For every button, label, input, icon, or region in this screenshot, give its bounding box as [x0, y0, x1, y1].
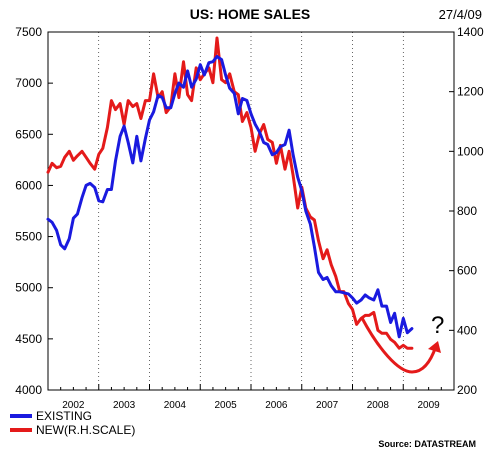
right-tick-label: 400: [457, 323, 477, 337]
x-tick-label: 2003: [113, 400, 136, 411]
right-tick-label: 200: [457, 383, 477, 397]
x-tick-label: 2004: [164, 400, 187, 411]
left-tick-label: 4500: [15, 332, 42, 346]
legend-swatch-new: [10, 428, 32, 432]
series-layer: [46, 36, 414, 350]
right-tick-label: 800: [457, 204, 477, 218]
right-axis: 200 400 600 800 1000 1200 1400: [449, 25, 484, 397]
x-tick-label: 2009: [418, 400, 441, 411]
series-line-existing: [46, 55, 414, 339]
right-tick-label: 600: [457, 264, 477, 278]
left-tick-label: 5000: [15, 281, 42, 295]
x-tick-label: 2008: [367, 400, 390, 411]
plot-frame: [47, 31, 455, 391]
legend-item-existing: EXISTING: [10, 409, 92, 423]
x-tick-label: 2005: [215, 400, 238, 411]
left-axis: 4000 4500 5000 5500 6000 6500 7000 7500: [15, 25, 455, 397]
left-tick-label: 7500: [15, 25, 42, 39]
right-tick-label: 1400: [457, 25, 484, 39]
legend-label-existing: EXISTING: [36, 409, 93, 423]
source-note: Source: DATASTREAM: [378, 439, 476, 449]
left-tick-label: 6000: [15, 178, 42, 192]
annotation-curved-arrow: [360, 316, 438, 374]
legend-item-new: NEW(R.H.SCALE): [10, 423, 135, 437]
series-line-new-r-h-scale: [46, 36, 414, 350]
right-tick-label: 1200: [457, 85, 484, 99]
annotation-arrowhead-icon: [428, 341, 441, 353]
annotation-question-mark: ?: [431, 312, 444, 339]
x-tick-label: 2007: [316, 400, 339, 411]
right-tick-label: 1000: [457, 144, 484, 158]
legend-label-new: NEW(R.H.SCALE): [36, 423, 136, 437]
legend-swatch-existing: [10, 414, 32, 418]
x-axis-labels: 2002 2003 2004 2005 2006 2007 2008 2009: [62, 400, 440, 411]
x-tick-label: 2002: [62, 400, 85, 411]
left-tick-label: 6500: [15, 127, 42, 141]
chart-date: 27/4/09: [438, 7, 482, 22]
left-tick-label: 7000: [15, 76, 42, 90]
left-tick-label: 5500: [15, 230, 42, 244]
x-tick-label: 2006: [265, 400, 288, 411]
left-tick-label: 4000: [15, 383, 42, 397]
chart-title: US: HOME SALES: [189, 6, 311, 22]
